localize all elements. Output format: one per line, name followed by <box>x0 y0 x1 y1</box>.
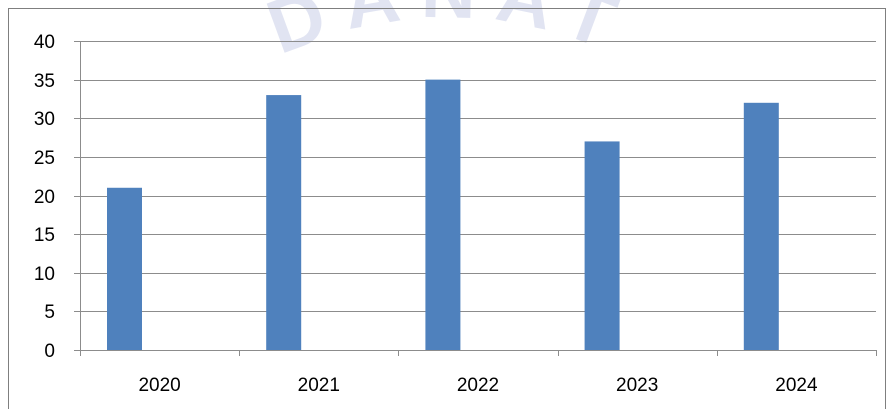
chart-outer-border <box>8 8 886 409</box>
bar-2020 <box>107 187 142 350</box>
x-tick-label: 2021 <box>298 375 340 396</box>
bar-2021 <box>266 95 302 350</box>
y-tick-label: 30 <box>34 109 55 130</box>
x-tick-label: 2024 <box>775 375 818 396</box>
y-tick-label: 40 <box>34 32 55 53</box>
y-tick-label: 5 <box>44 302 55 323</box>
axes <box>80 41 877 356</box>
y-tick-labels: 0 5 10 15 20 25 30 35 40 <box>34 32 55 362</box>
x-tick-label: 2022 <box>457 375 499 396</box>
y-tick-label: 0 <box>44 341 55 362</box>
bar-2022 <box>425 79 461 350</box>
y-tick-label: 15 <box>34 225 55 246</box>
y-tick-label: 35 <box>34 71 55 92</box>
y-tick-label: 25 <box>34 148 55 169</box>
bar-2023 <box>584 141 620 350</box>
x-tick-label: 2023 <box>616 375 658 396</box>
y-tick-label: 10 <box>34 264 55 285</box>
chart-frame-border <box>8 8 886 409</box>
bars <box>107 79 779 350</box>
bar-2024 <box>743 102 779 350</box>
watermark-text: DANAT <box>257 0 644 71</box>
gridlines <box>74 41 876 351</box>
x-tick-labels: 2020 2021 2022 2023 2024 <box>138 375 818 396</box>
watermark: DANAT <box>257 0 644 71</box>
x-tick-label: 2020 <box>138 375 180 396</box>
y-tick-label: 20 <box>34 187 55 208</box>
